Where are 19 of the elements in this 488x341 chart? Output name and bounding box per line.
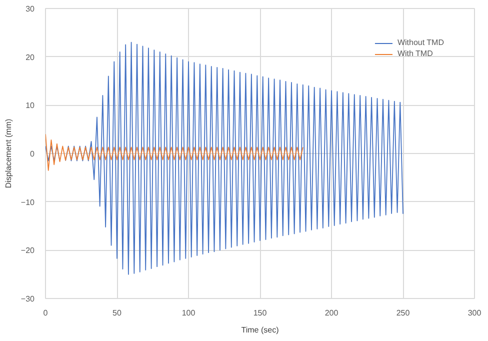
legend-label: Without TMD xyxy=(397,38,444,47)
y-tick-label: −20 xyxy=(20,246,36,256)
y-tick-label: −30 xyxy=(20,294,36,304)
x-tick-label: 0 xyxy=(43,308,48,318)
x-tick-label: 50 xyxy=(112,308,122,318)
y-tick-label: 10 xyxy=(26,101,36,110)
y-tick-label: 20 xyxy=(26,52,36,62)
x-tick-label: 300 xyxy=(468,308,482,318)
legend-label: With TMD xyxy=(397,49,433,58)
x-axis-title: Time (sec) xyxy=(241,326,280,334)
y-tick-label: 0 xyxy=(30,150,36,158)
x-tick-label: 100 xyxy=(182,308,196,318)
x-tick-label: 200 xyxy=(324,308,339,318)
y-axis-title: Displacement (mm) xyxy=(4,118,13,188)
x-tick-label: 250 xyxy=(396,308,410,318)
y-tick-label: 30 xyxy=(26,4,36,14)
line-series xyxy=(46,134,304,171)
y-tick-label: −10 xyxy=(20,198,36,207)
x-tick-label: 150 xyxy=(253,308,268,318)
